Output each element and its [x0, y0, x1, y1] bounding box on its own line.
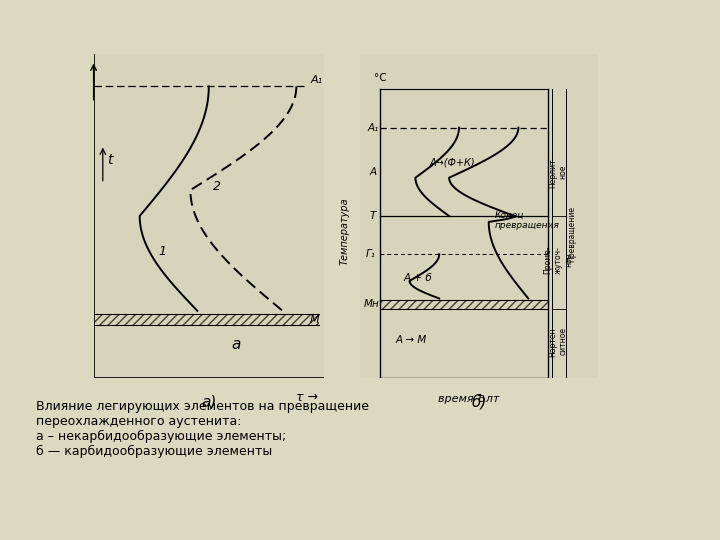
Text: Мн: Мн — [364, 299, 379, 309]
Text: t: t — [107, 153, 113, 167]
Text: τ →: τ → — [297, 390, 318, 404]
Text: Перлит-
ное: Перлит- ное — [549, 156, 567, 188]
Text: Превращение: Превращение — [567, 206, 577, 262]
Text: А₁: А₁ — [310, 75, 323, 85]
Text: б): б) — [471, 394, 487, 410]
Text: Влияние легирующих элементов на превращение
переохлажденного аустенита:
а – нека: Влияние легирующих элементов на превраще… — [36, 400, 369, 458]
Text: А → М: А → М — [396, 335, 427, 345]
Text: a: a — [232, 337, 241, 352]
Text: А₁: А₁ — [368, 123, 379, 133]
Text: Г₁: Г₁ — [366, 249, 376, 259]
Text: Т: Т — [370, 211, 377, 221]
Text: Нартен-
ситное: Нартен- ситное — [549, 325, 567, 357]
Text: Проме-
жуточ-
ное: Проме- жуточ- ное — [543, 246, 573, 274]
Text: Температура: Температура — [339, 197, 349, 265]
Text: °С: °С — [374, 72, 387, 83]
Text: Конец
превращения: Конец превращения — [495, 211, 559, 230]
Text: 1: 1 — [158, 245, 166, 258]
Text: а): а) — [201, 394, 217, 409]
Text: 2: 2 — [213, 180, 222, 193]
Text: А→(Ф+К): А→(Ф+К) — [429, 158, 475, 168]
Text: время Ѣлт: время Ѣлт — [438, 394, 500, 403]
Bar — [94, 314, 320, 325]
Bar — [380, 300, 548, 309]
Text: А + б: А + б — [403, 273, 432, 283]
Text: M: M — [310, 315, 320, 325]
Text: А: А — [370, 167, 377, 177]
